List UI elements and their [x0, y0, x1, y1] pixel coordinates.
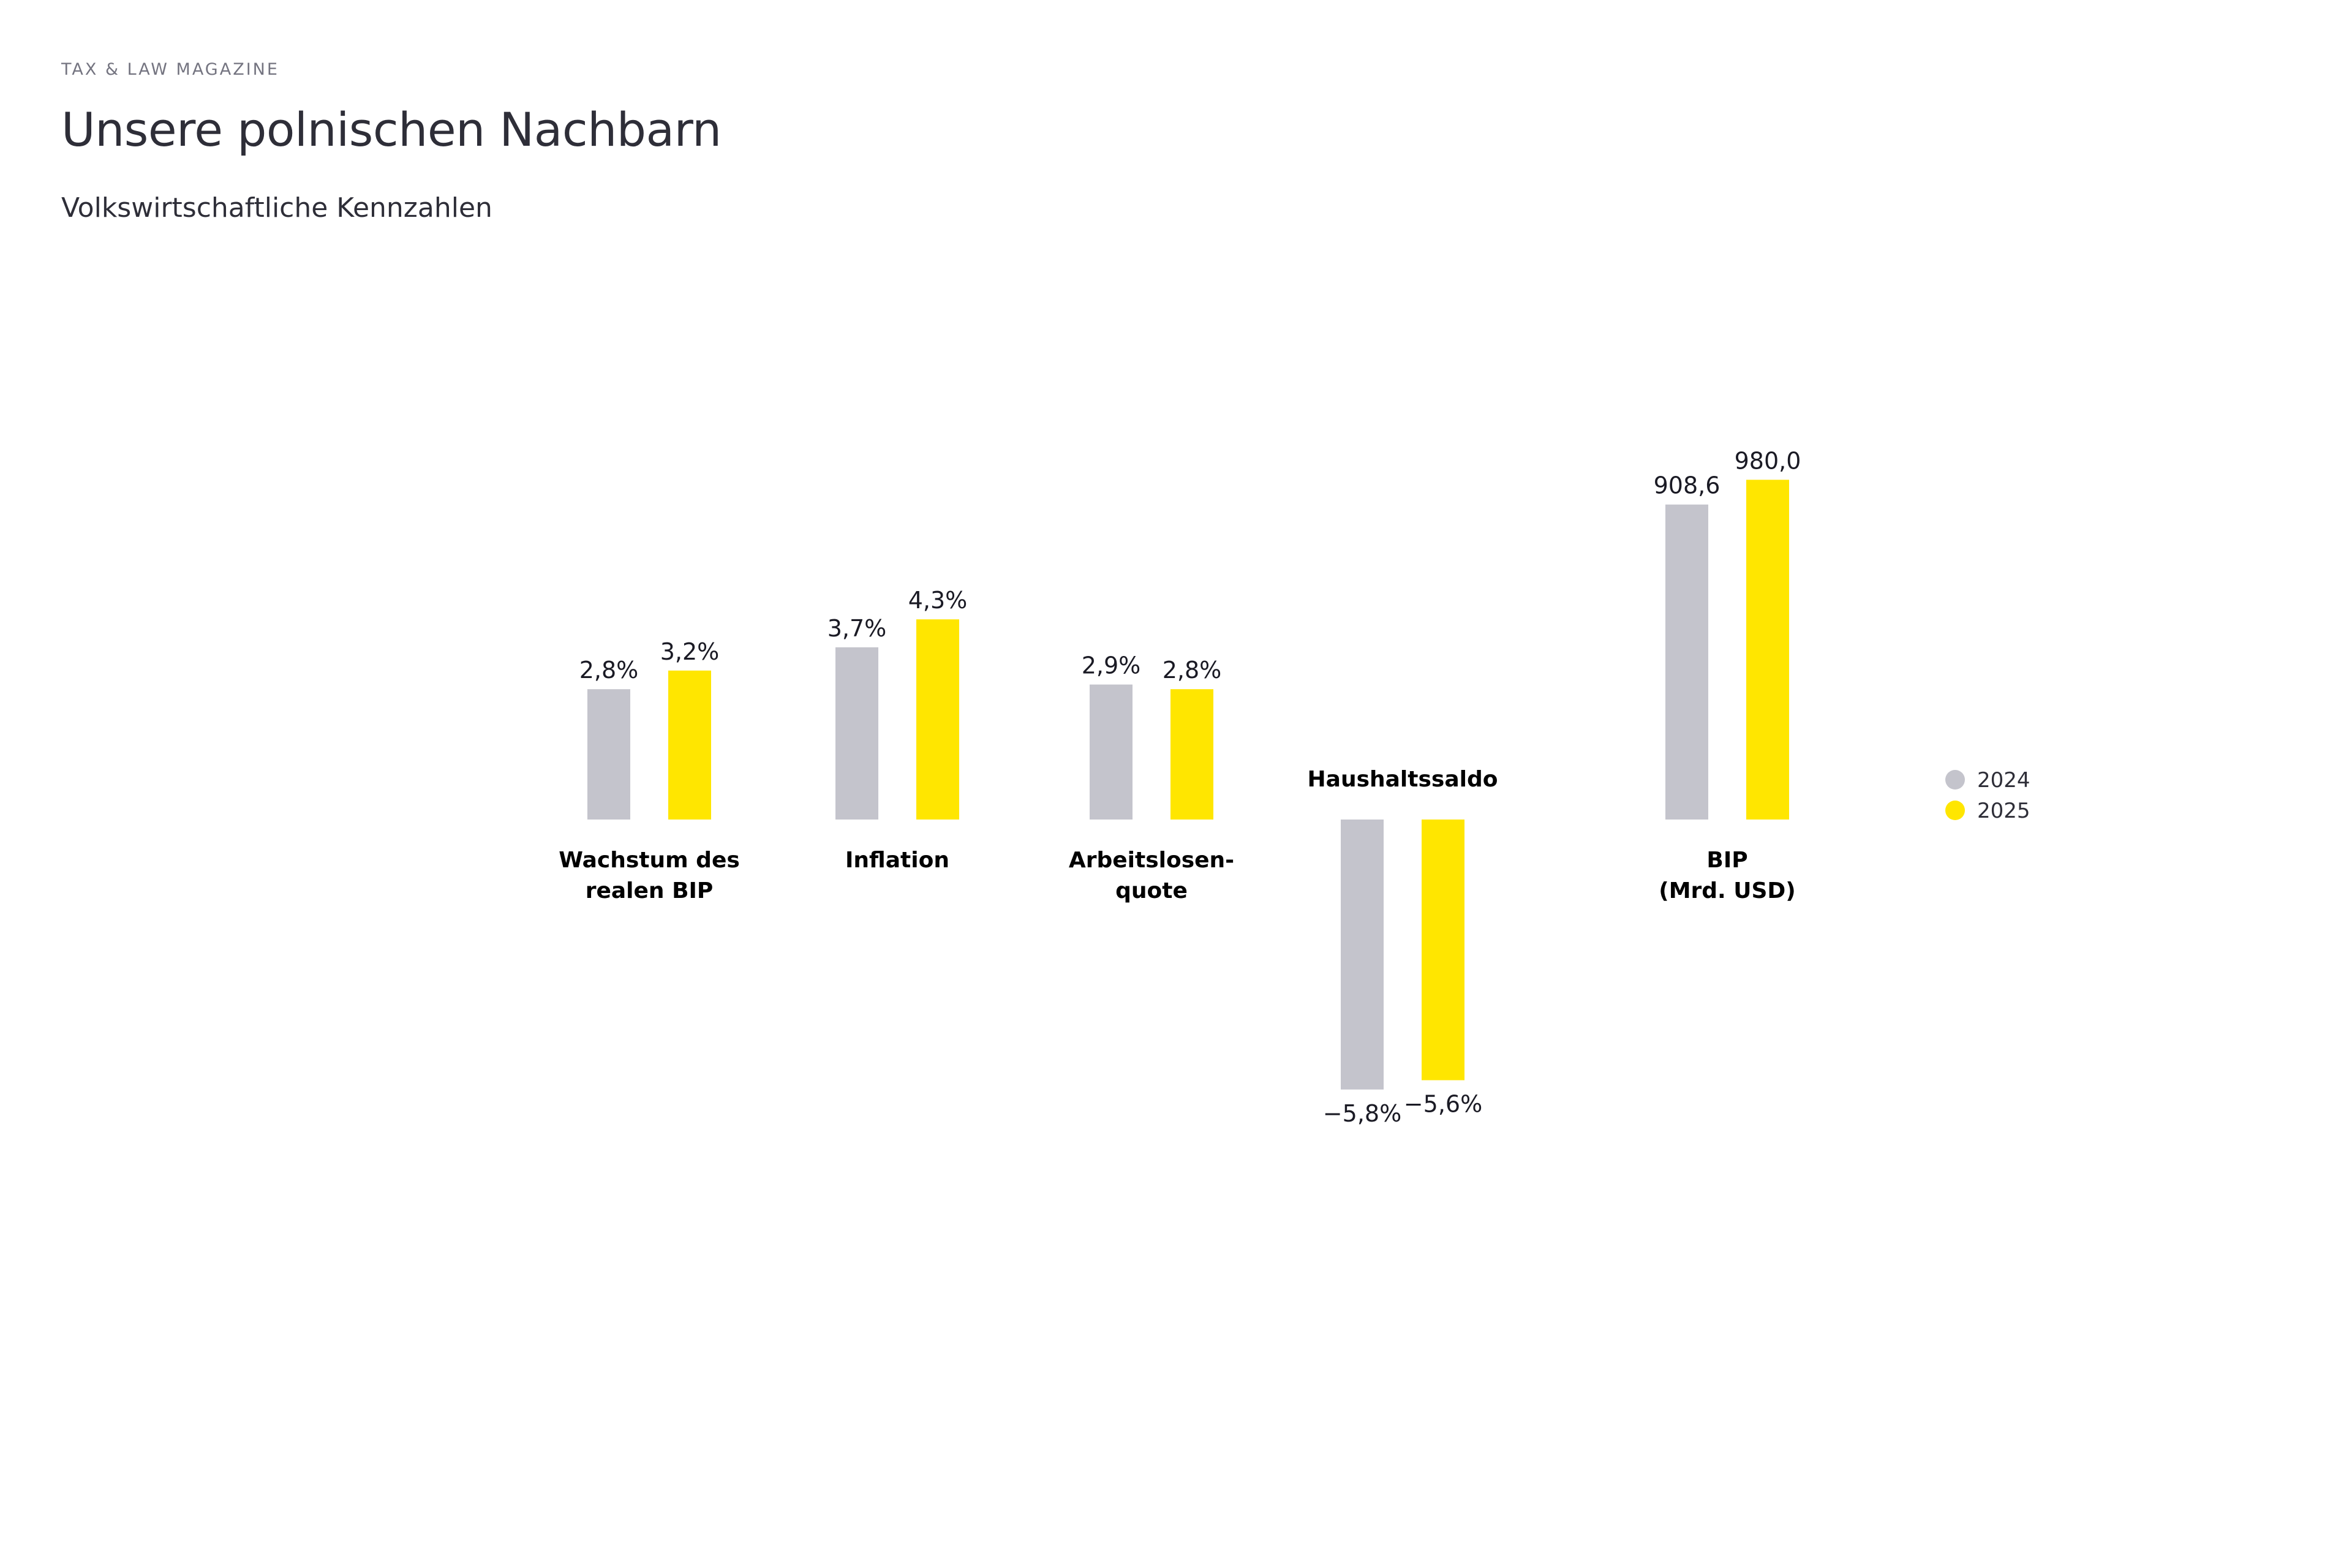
legend-swatch-2024 — [1945, 770, 1965, 790]
bar-4-2024 — [1341, 820, 1384, 1090]
category-label-5-line-1: BIP — [1706, 848, 1747, 873]
bar-2-2025 — [916, 619, 959, 820]
category-label-3-line-2: quote — [1115, 878, 1188, 903]
value-label-4-2024: −5,8% — [1323, 1100, 1401, 1127]
value-label-1-2024: 2,8% — [579, 657, 639, 684]
legend-label-2024: 2024 — [1977, 768, 2030, 793]
page-title: Unsere polnischen Nachbarn — [61, 102, 722, 157]
category-label-1-line-2: realen BIP — [586, 878, 714, 903]
bar-1-2024 — [587, 689, 630, 820]
bar-3-2024 — [1090, 684, 1133, 820]
magazine-kicker: TAX & LAW MAGAZINE — [61, 60, 279, 79]
value-label-1-2025: 3,2% — [660, 638, 720, 665]
value-label-3-2025: 2,8% — [1163, 657, 1222, 684]
category-label-1-line-1: Wachstum des — [559, 848, 740, 873]
value-label-5-2025: 980,0 — [1735, 447, 1801, 474]
value-label-4-2025: −5,6% — [1404, 1091, 1482, 1118]
bar-3-2025 — [1170, 689, 1213, 820]
category-label-2-line-1: Inflation — [845, 848, 949, 873]
bar-5-2024 — [1665, 504, 1708, 820]
header: TAX & LAW MAGAZINE Unsere polnischen Nac… — [61, 60, 722, 224]
bar-5-2025 — [1746, 480, 1789, 820]
bar-1-2025 — [668, 670, 711, 820]
category-label-5-line-2: (Mrd. USD) — [1659, 878, 1796, 903]
value-label-2-2025: 4,3% — [908, 587, 968, 614]
bar-2-2024 — [835, 647, 878, 820]
category-label-3-line-1: Arbeitslosen- — [1069, 848, 1234, 873]
legend-label-2025: 2025 — [1977, 799, 2030, 823]
value-label-3-2024: 2,9% — [1082, 652, 1141, 679]
value-label-2-2024: 3,7% — [827, 615, 887, 642]
page-subtitle: Volkswirtschaftliche Kennzahlen — [61, 192, 492, 224]
category-label-4-line-1: Haushaltssaldo — [1308, 767, 1498, 792]
value-label-5-2024: 908,6 — [1654, 472, 1721, 499]
bar-4-2025 — [1422, 820, 1464, 1080]
legend-swatch-2025 — [1945, 801, 1965, 820]
